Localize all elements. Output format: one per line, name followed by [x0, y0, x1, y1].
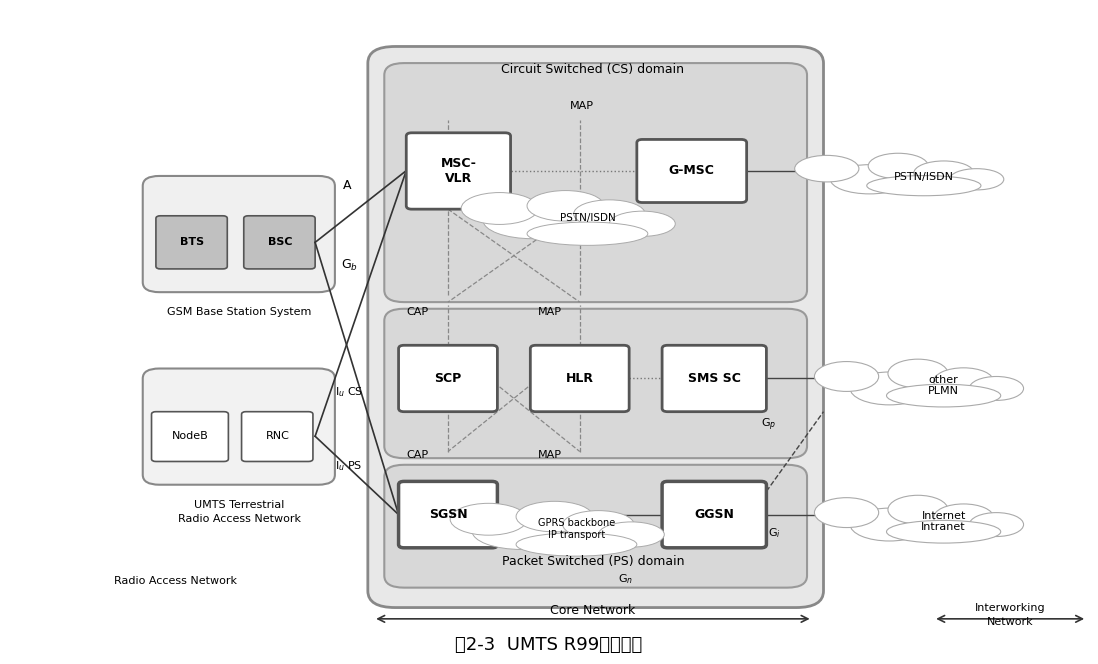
Text: Internet
Intranet: Internet Intranet [921, 511, 966, 533]
Text: CAP: CAP [406, 307, 428, 317]
Text: BSC: BSC [268, 237, 292, 248]
FancyBboxPatch shape [384, 63, 807, 302]
Text: MAP: MAP [570, 101, 594, 112]
Text: I$_u$ PS: I$_u$ PS [336, 459, 362, 473]
Text: NodeB: NodeB [171, 431, 209, 442]
FancyBboxPatch shape [399, 345, 497, 412]
Ellipse shape [950, 169, 1004, 190]
Text: A: A [343, 179, 351, 193]
Text: Radio Access Network: Radio Access Network [114, 576, 237, 586]
Text: G$_b$: G$_b$ [340, 258, 358, 273]
Ellipse shape [598, 522, 664, 547]
Ellipse shape [914, 161, 974, 185]
Text: RNC: RNC [266, 431, 290, 442]
Text: SGSN: SGSN [428, 508, 468, 521]
Text: GPRS backbone
IP transport: GPRS backbone IP transport [538, 519, 615, 540]
Ellipse shape [933, 504, 994, 531]
Text: SMS SC: SMS SC [688, 372, 741, 385]
Ellipse shape [461, 193, 538, 224]
Ellipse shape [815, 498, 878, 527]
Text: UMTS Terrestrial: UMTS Terrestrial [194, 499, 284, 510]
FancyBboxPatch shape [152, 412, 228, 461]
Text: Circuit Switched (CS) domain: Circuit Switched (CS) domain [502, 63, 684, 76]
Ellipse shape [866, 175, 981, 196]
Text: G$_p$: G$_p$ [761, 417, 776, 433]
Text: CAP: CAP [406, 450, 428, 460]
FancyBboxPatch shape [406, 133, 511, 209]
Ellipse shape [527, 191, 604, 221]
Ellipse shape [472, 513, 571, 550]
Ellipse shape [527, 222, 648, 245]
Text: MAP: MAP [538, 450, 562, 460]
FancyBboxPatch shape [242, 412, 313, 461]
FancyBboxPatch shape [384, 309, 807, 458]
Text: Core Network: Core Network [550, 604, 636, 618]
Ellipse shape [516, 501, 593, 532]
Text: Radio Access Network: Radio Access Network [178, 514, 301, 525]
FancyBboxPatch shape [244, 216, 315, 269]
FancyBboxPatch shape [399, 481, 497, 548]
Text: SCP: SCP [435, 372, 461, 385]
Text: other
PLMN: other PLMN [928, 374, 960, 396]
Text: GSM Base Station System: GSM Base Station System [167, 307, 312, 317]
Ellipse shape [609, 211, 675, 236]
Ellipse shape [888, 495, 948, 524]
Ellipse shape [888, 359, 948, 388]
Ellipse shape [562, 511, 635, 539]
Text: HLR: HLR [565, 372, 594, 385]
Text: Packet Switched (PS) domain: Packet Switched (PS) domain [502, 554, 684, 568]
Ellipse shape [483, 202, 582, 239]
FancyBboxPatch shape [530, 345, 629, 412]
FancyBboxPatch shape [156, 216, 227, 269]
FancyBboxPatch shape [143, 369, 335, 485]
FancyBboxPatch shape [143, 176, 335, 292]
Text: PSTN/ISDN: PSTN/ISDN [560, 213, 615, 224]
FancyBboxPatch shape [662, 345, 766, 412]
Text: G$_n$: G$_n$ [618, 572, 634, 586]
Ellipse shape [795, 155, 859, 182]
Ellipse shape [970, 513, 1023, 537]
FancyBboxPatch shape [384, 465, 807, 588]
Text: 图2-3  UMTS R99网络结构: 图2-3 UMTS R99网络结构 [456, 636, 642, 655]
FancyBboxPatch shape [368, 46, 824, 608]
Ellipse shape [830, 165, 909, 194]
Text: G$_i$: G$_i$ [768, 527, 781, 540]
Text: GGSN: GGSN [695, 508, 735, 521]
Text: MAP: MAP [538, 307, 562, 317]
Text: Network: Network [987, 617, 1033, 627]
Ellipse shape [850, 508, 929, 541]
Ellipse shape [970, 376, 1023, 400]
Ellipse shape [573, 200, 646, 228]
Text: PSTN/ISDN: PSTN/ISDN [894, 171, 954, 182]
Text: BTS: BTS [180, 237, 204, 248]
Ellipse shape [886, 384, 1000, 407]
Ellipse shape [850, 372, 929, 405]
FancyBboxPatch shape [662, 481, 766, 548]
Text: MSC-
VLR: MSC- VLR [441, 157, 477, 185]
Ellipse shape [886, 521, 1000, 543]
Text: G-MSC: G-MSC [669, 164, 715, 177]
Ellipse shape [869, 153, 928, 179]
Ellipse shape [815, 361, 878, 391]
Text: Interworking: Interworking [975, 602, 1045, 613]
Ellipse shape [450, 503, 527, 535]
Ellipse shape [933, 368, 994, 394]
Text: I$_u$ CS: I$_u$ CS [335, 385, 363, 398]
FancyBboxPatch shape [637, 139, 747, 203]
Ellipse shape [516, 533, 637, 556]
